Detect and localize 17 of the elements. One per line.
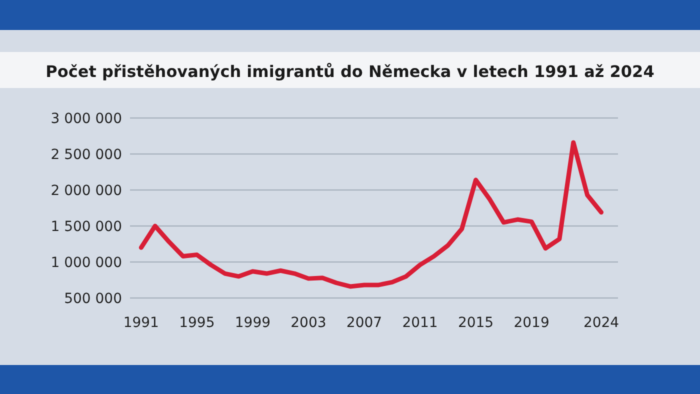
x-tick-label: 1995 — [179, 315, 215, 331]
y-tick-label: 2 500 000 — [50, 147, 122, 163]
x-tick-label: 2015 — [458, 315, 494, 331]
y-tick-label: 500 000 — [64, 291, 122, 307]
x-tick-label: 1999 — [234, 315, 271, 331]
y-tick-label: 3 000 000 — [50, 111, 122, 127]
x-tick-label: 2011 — [402, 315, 438, 331]
chart-title: Počet přistěhovaných imigrantů do Německa v letech 1991 až 2024 — [46, 62, 654, 81]
x-tick-label: 2024 — [583, 315, 620, 331]
y-tick-label: 1 500 000 — [50, 219, 122, 235]
y-tick-label: 1 000 000 — [50, 255, 122, 271]
x-tick-label: 1991 — [123, 315, 159, 331]
line-series — [138, 140, 604, 289]
x-tick-label: 2003 — [290, 315, 326, 331]
x-tick-label: 2007 — [346, 315, 382, 331]
x-tick-label: 2019 — [514, 315, 550, 331]
y-tick-label: 2 000 000 — [50, 183, 122, 199]
